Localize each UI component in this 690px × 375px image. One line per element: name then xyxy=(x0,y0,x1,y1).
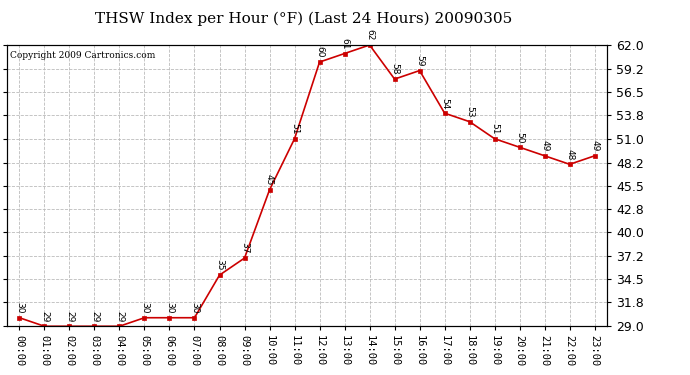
Text: 49: 49 xyxy=(590,140,599,152)
Text: 54: 54 xyxy=(440,98,449,109)
Text: 50: 50 xyxy=(515,132,524,143)
Text: 60: 60 xyxy=(315,46,324,58)
Text: 35: 35 xyxy=(215,260,224,271)
Text: 30: 30 xyxy=(190,302,199,313)
Text: 30: 30 xyxy=(165,302,174,313)
Text: 37: 37 xyxy=(240,242,249,254)
Text: 30: 30 xyxy=(140,302,149,313)
Text: 29: 29 xyxy=(115,311,124,322)
Text: 53: 53 xyxy=(465,106,474,117)
Text: 51: 51 xyxy=(290,123,299,135)
Text: 29: 29 xyxy=(65,311,74,322)
Text: 30: 30 xyxy=(15,302,24,313)
Text: 48: 48 xyxy=(565,149,574,160)
Text: 59: 59 xyxy=(415,55,424,66)
Text: 45: 45 xyxy=(265,174,274,186)
Text: 49: 49 xyxy=(540,140,549,152)
Text: THSW Index per Hour (°F) (Last 24 Hours) 20090305: THSW Index per Hour (°F) (Last 24 Hours)… xyxy=(95,11,512,26)
Text: 58: 58 xyxy=(390,63,399,75)
Text: 51: 51 xyxy=(490,123,499,135)
Text: 61: 61 xyxy=(340,38,349,50)
Text: 29: 29 xyxy=(90,311,99,322)
Text: Copyright 2009 Cartronics.com: Copyright 2009 Cartronics.com xyxy=(10,51,155,60)
Text: 29: 29 xyxy=(40,311,49,322)
Text: 62: 62 xyxy=(365,30,374,41)
